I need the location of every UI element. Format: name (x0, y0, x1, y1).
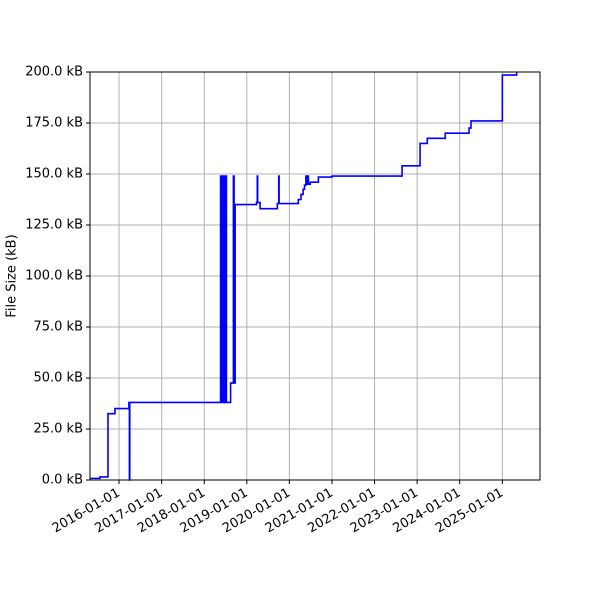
y-tick-label: 200.0 kB (25, 65, 83, 80)
y-tick-label: 175.0 kB (25, 116, 83, 131)
y-tick-label: 75.0 kB (33, 320, 83, 335)
y-tick-label: 50.0 kB (33, 371, 83, 386)
y-tick-label: 150.0 kB (25, 167, 83, 182)
y-axis-label: File Size (kB) (5, 234, 20, 317)
y-tick-label: 0.0 kB (42, 473, 83, 488)
plot-frame (89, 71, 541, 481)
y-tick-label: 25.0 kB (33, 422, 83, 437)
data-line (90, 72, 518, 481)
y-tick-label: 125.0 kB (25, 218, 83, 233)
y-tick-label: 100.0 kB (25, 269, 83, 284)
